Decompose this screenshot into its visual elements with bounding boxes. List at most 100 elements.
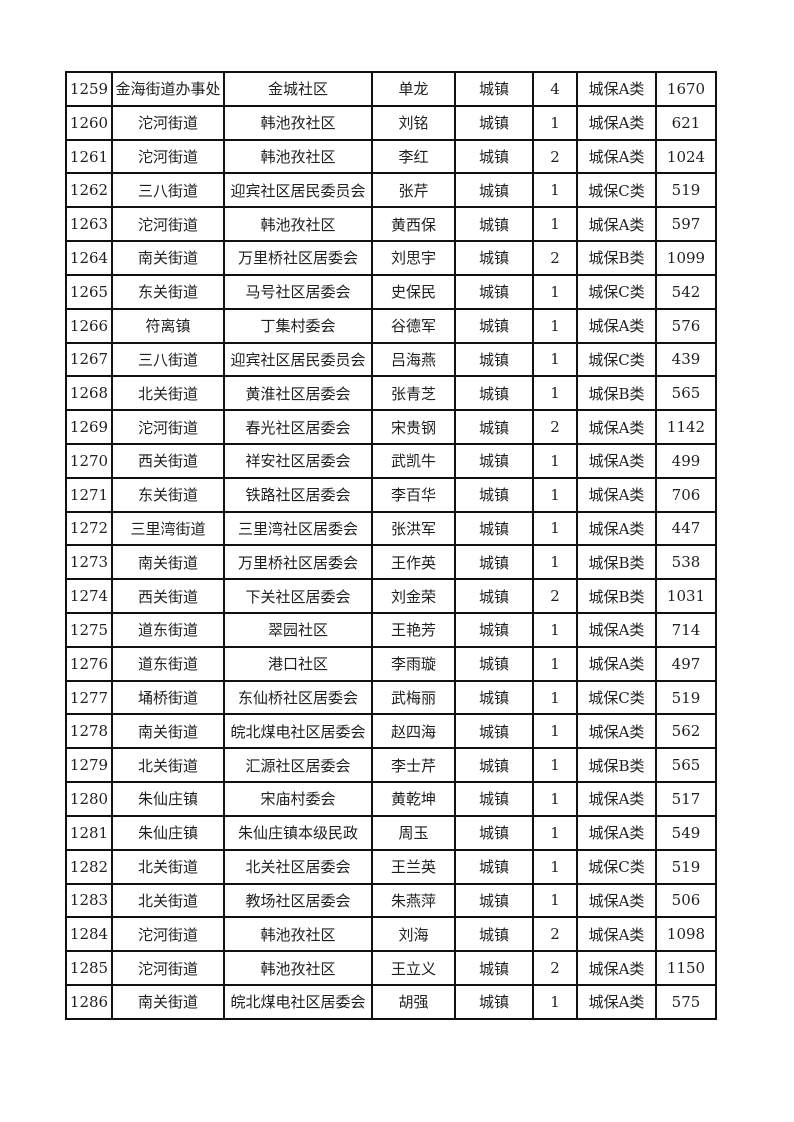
- cell-street: 南关街道: [111, 983, 225, 1021]
- cell-amount: 506: [655, 882, 717, 919]
- cell-category: 城保C类: [576, 848, 657, 885]
- table-row: 1262 三八街道 迎宾社区居民委员会 张芹 城镇 1 城保C类 519: [65, 172, 717, 209]
- cell-street: 沱河街道: [111, 409, 225, 445]
- cell-street: 南关街道: [111, 240, 225, 276]
- cell-seq: 1272: [65, 510, 113, 547]
- cell-category: 城保A类: [576, 138, 657, 175]
- cell-residence-type: 城镇: [454, 409, 534, 445]
- cell-residence-type: 城镇: [454, 510, 534, 547]
- cell-category: 城保B类: [576, 578, 657, 614]
- table-row: 1270 西关街道 祥安社区居委会 武凯牛 城镇 1 城保A类 499: [65, 442, 717, 479]
- cell-street: 沱河街道: [111, 950, 225, 986]
- cell-community: 北关社区居委会: [223, 848, 373, 885]
- records-table-body: 1259 金海街道办事处 金城社区 单龙 城镇 4 城保A类 1670 1260 沱河街道 韩池孜社…: [65, 71, 717, 1021]
- cell-street: 北关街道: [111, 882, 225, 919]
- cell-household-count: 1: [532, 612, 578, 648]
- cell-category: 城保A类: [576, 882, 657, 919]
- cell-street: 南关街道: [111, 544, 225, 581]
- cell-community: 韩池孜社区: [223, 138, 373, 175]
- cell-amount: 497: [655, 645, 717, 682]
- cell-person-name: 王作英: [371, 544, 456, 581]
- cell-amount: 706: [655, 476, 717, 513]
- cell-street: 金海街道办事处: [111, 71, 225, 107]
- cell-amount: 447: [655, 510, 717, 547]
- cell-residence-type: 城镇: [454, 307, 534, 344]
- cell-category: 城保A类: [576, 104, 657, 141]
- cell-street: 埇桥街道: [111, 679, 225, 716]
- table-row: 1284 沱河街道 韩池孜社区 刘海 城镇 2 城保A类 1098: [65, 916, 717, 953]
- cell-residence-type: 城镇: [454, 273, 534, 310]
- table-row: 1272 三里湾街道 三里湾社区居委会 张洪军 城镇 1 城保A类 447: [65, 510, 717, 547]
- cell-residence-type: 城镇: [454, 950, 534, 986]
- cell-street: 西关街道: [111, 442, 225, 479]
- cell-person-name: 张青芝: [371, 375, 456, 412]
- cell-seq: 1283: [65, 882, 113, 919]
- table-row: 1271 东关街道 铁路社区居委会 李百华 城镇 1 城保A类 706: [65, 476, 717, 513]
- cell-residence-type: 城镇: [454, 71, 534, 107]
- cell-category: 城保A类: [576, 409, 657, 445]
- cell-street: 南关街道: [111, 713, 225, 750]
- cell-amount: 1142: [655, 409, 717, 445]
- cell-residence-type: 城镇: [454, 240, 534, 276]
- cell-person-name: 刘铭: [371, 104, 456, 141]
- table-row: 1276 道东街道 港口社区 李雨璇 城镇 1 城保A类 497: [65, 645, 717, 682]
- cell-household-count: 1: [532, 679, 578, 716]
- cell-amount: 621: [655, 104, 717, 141]
- cell-seq: 1286: [65, 983, 113, 1021]
- cell-category: 城保A类: [576, 781, 657, 817]
- cell-street: 道东街道: [111, 612, 225, 648]
- cell-household-count: 1: [532, 442, 578, 479]
- cell-amount: 519: [655, 848, 717, 885]
- cell-community: 翠园社区: [223, 612, 373, 648]
- table-row: 1280 朱仙庄镇 宋庙村委会 黄乾坤 城镇 1 城保A类 517: [65, 781, 717, 817]
- cell-seq: 1266: [65, 307, 113, 344]
- cell-household-count: 1: [532, 341, 578, 378]
- cell-household-count: 1: [532, 172, 578, 209]
- cell-amount: 519: [655, 679, 717, 716]
- cell-community: 丁集村委会: [223, 307, 373, 344]
- cell-amount: 1024: [655, 138, 717, 175]
- cell-person-name: 李雨璇: [371, 645, 456, 682]
- cell-residence-type: 城镇: [454, 138, 534, 175]
- cell-household-count: 4: [532, 71, 578, 107]
- cell-amount: 575: [655, 983, 717, 1021]
- cell-person-name: 王艳芳: [371, 612, 456, 648]
- cell-household-count: 1: [532, 307, 578, 344]
- cell-household-count: 1: [532, 848, 578, 885]
- cell-person-name: 刘思宇: [371, 240, 456, 276]
- cell-street: 西关街道: [111, 578, 225, 614]
- cell-category: 城保A类: [576, 612, 657, 648]
- cell-residence-type: 城镇: [454, 882, 534, 919]
- cell-category: 城保B类: [576, 375, 657, 412]
- cell-household-count: 2: [532, 578, 578, 614]
- cell-residence-type: 城镇: [454, 612, 534, 648]
- cell-street: 沱河街道: [111, 138, 225, 175]
- cell-seq: 1284: [65, 916, 113, 953]
- cell-community: 万里桥社区居委会: [223, 544, 373, 581]
- table-row: 1282 北关街道 北关社区居委会 王兰英 城镇 1 城保C类 519: [65, 848, 717, 885]
- cell-community: 韩池孜社区: [223, 950, 373, 986]
- cell-household-count: 2: [532, 240, 578, 276]
- cell-residence-type: 城镇: [454, 814, 534, 851]
- cell-community: 汇源社区居委会: [223, 747, 373, 784]
- cell-seq: 1261: [65, 138, 113, 175]
- cell-street: 东关街道: [111, 476, 225, 513]
- cell-amount: 1670: [655, 71, 717, 107]
- cell-household-count: 1: [532, 747, 578, 784]
- cell-amount: 597: [655, 206, 717, 243]
- cell-category: 城保A类: [576, 71, 657, 107]
- cell-street: 朱仙庄镇: [111, 814, 225, 851]
- cell-person-name: 武凯牛: [371, 442, 456, 479]
- cell-household-count: 1: [532, 713, 578, 750]
- cell-person-name: 张洪军: [371, 510, 456, 547]
- cell-amount: 562: [655, 713, 717, 750]
- table-row: 1267 三八街道 迎宾社区居民委员会 吕海燕 城镇 1 城保C类 439: [65, 341, 717, 378]
- table-row: 1274 西关街道 下关社区居委会 刘金荣 城镇 2 城保B类 1031: [65, 578, 717, 614]
- cell-residence-type: 城镇: [454, 104, 534, 141]
- cell-seq: 1262: [65, 172, 113, 209]
- cell-person-name: 朱燕萍: [371, 882, 456, 919]
- cell-community: 祥安社区居委会: [223, 442, 373, 479]
- cell-street: 北关街道: [111, 848, 225, 885]
- cell-person-name: 李士芹: [371, 747, 456, 784]
